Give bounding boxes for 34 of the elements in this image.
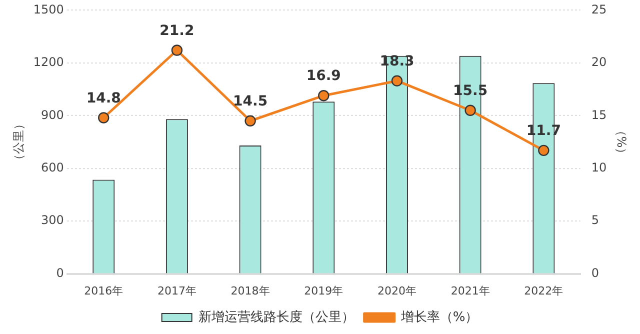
point bbox=[98, 112, 110, 124]
y2-tick-label: 0 bbox=[591, 266, 599, 280]
y2-tick-label: 5 bbox=[591, 213, 599, 228]
y2-tick-label: 10 bbox=[591, 160, 607, 174]
y-axis-title: （公里） bbox=[11, 118, 26, 166]
y2-tick-label: 15 bbox=[591, 108, 607, 122]
y-tick-label: 0 bbox=[56, 266, 64, 280]
y2-axis-title: （%） bbox=[614, 124, 629, 160]
legend-label: 新增运营线路长度（公里） bbox=[198, 308, 354, 325]
x-tick-label: 2016年 bbox=[84, 284, 124, 298]
data-label: 16.9 bbox=[306, 68, 341, 84]
y-tick-label: 300 bbox=[41, 213, 64, 228]
point bbox=[244, 115, 256, 127]
x-tick-label: 2017年 bbox=[157, 284, 196, 298]
y-tick-label: 1500 bbox=[33, 2, 64, 16]
data-label: 14.5 bbox=[233, 94, 268, 110]
data-label: 14.8 bbox=[86, 90, 121, 106]
x-tick-label: 2021年 bbox=[450, 284, 490, 298]
data-label: 21.2 bbox=[160, 22, 194, 39]
point bbox=[171, 44, 183, 56]
x-tick-label: 2019年 bbox=[304, 284, 344, 298]
y-tick-label: 1200 bbox=[33, 55, 64, 70]
x-tick-label: 2020年 bbox=[377, 284, 416, 298]
y2-tick-label: 20 bbox=[591, 55, 607, 70]
y-tick-label: 900 bbox=[41, 108, 64, 122]
legend-label: 增长率（%） bbox=[400, 308, 478, 325]
point bbox=[391, 75, 403, 86]
y-tick-label: 600 bbox=[41, 160, 64, 174]
y2-tick-label: 25 bbox=[591, 2, 607, 16]
point bbox=[464, 104, 476, 116]
x-tick-label: 2018年 bbox=[230, 284, 270, 298]
point bbox=[318, 90, 330, 102]
x-tick-label: 2022年 bbox=[524, 284, 564, 298]
point bbox=[538, 144, 550, 156]
